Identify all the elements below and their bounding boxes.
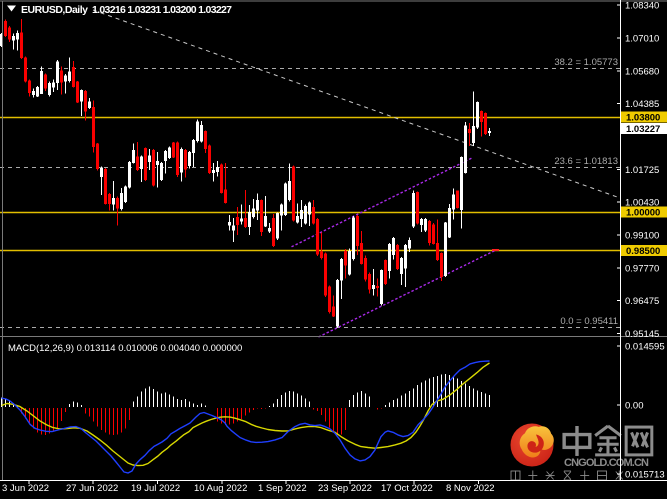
svg-text:1.08340: 1.08340: [625, 1, 659, 12]
svg-text:1.00000: 1.00000: [626, 208, 660, 219]
svg-text:1.03227: 1.03227: [626, 124, 660, 135]
svg-text:0.97770: 0.97770: [625, 264, 659, 275]
svg-text:38.2 = 1.05773: 38.2 = 1.05773: [554, 57, 618, 68]
svg-text:EURUSD,Daily: EURUSD,Daily: [21, 4, 88, 16]
svg-text:1.04385: 1.04385: [625, 99, 659, 110]
svg-text:1.05680: 1.05680: [625, 67, 659, 78]
svg-text:0.015713: 0.015713: [625, 470, 665, 481]
svg-text:1 Sep 2022: 1 Sep 2022: [258, 483, 307, 494]
svg-text:0.96475: 0.96475: [625, 296, 659, 307]
svg-text:3 Jun 2022: 3 Jun 2022: [2, 483, 49, 494]
svg-text:1.00430: 1.00430: [625, 198, 659, 209]
svg-text:0.98500: 0.98500: [626, 246, 660, 257]
svg-text:1.01725: 1.01725: [625, 165, 659, 176]
svg-text:0.014595: 0.014595: [625, 342, 665, 353]
svg-text:MACD(12,26,9) 0.013114 0.01000: MACD(12,26,9) 0.013114 0.010006 0.004040…: [8, 343, 242, 354]
svg-text:0.95145: 0.95145: [625, 329, 659, 340]
svg-text:0.0 = 0.95411: 0.0 = 0.95411: [560, 316, 618, 327]
svg-text:19 Jul 2022: 19 Jul 2022: [131, 483, 180, 494]
svg-text:23 Sep 2022: 23 Sep 2022: [318, 483, 372, 494]
svg-text:0.99100: 0.99100: [625, 231, 659, 242]
svg-text:27 Jun 2022: 27 Jun 2022: [66, 483, 118, 494]
svg-text:1.03800: 1.03800: [626, 113, 660, 124]
svg-text:10 Aug 2022: 10 Aug 2022: [194, 483, 247, 494]
svg-text:23.6 = 1.01813: 23.6 = 1.01813: [554, 156, 618, 167]
svg-text:1.03216 1.03231 1.03200 1.0322: 1.03216 1.03231 1.03200 1.03227: [92, 4, 232, 16]
svg-text:17 Oct 2022: 17 Oct 2022: [381, 483, 433, 494]
svg-text:8 Nov 2022: 8 Nov 2022: [446, 483, 495, 494]
svg-text:CNGOLD.COM.CN: CNGOLD.COM.CN: [564, 457, 649, 469]
svg-text:0.00: 0.00: [625, 401, 644, 412]
svg-text:1.07010: 1.07010: [625, 34, 659, 45]
